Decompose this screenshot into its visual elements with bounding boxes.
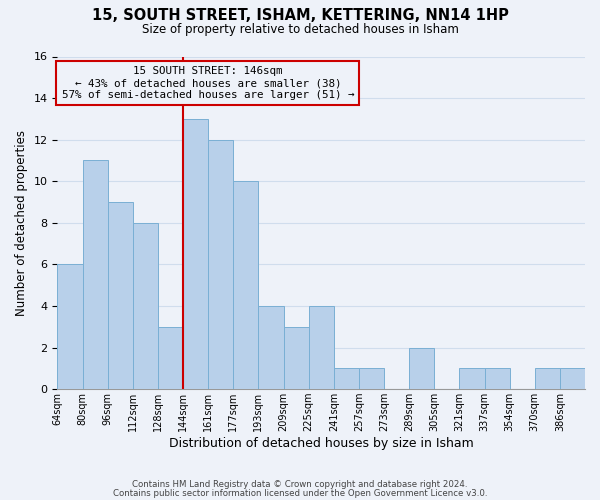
Bar: [460, 368, 485, 389]
Bar: [259, 306, 284, 389]
Bar: [409, 348, 434, 389]
Bar: [183, 119, 208, 389]
Bar: [308, 306, 334, 389]
Y-axis label: Number of detached properties: Number of detached properties: [15, 130, 28, 316]
Bar: [334, 368, 359, 389]
Bar: [535, 368, 560, 389]
Bar: [359, 368, 384, 389]
Bar: [284, 327, 308, 389]
Text: Contains public sector information licensed under the Open Government Licence v3: Contains public sector information licen…: [113, 489, 487, 498]
Bar: [83, 160, 107, 389]
Text: 15 SOUTH STREET: 146sqm
← 43% of detached houses are smaller (38)
57% of semi-de: 15 SOUTH STREET: 146sqm ← 43% of detache…: [62, 66, 354, 100]
Bar: [58, 264, 83, 389]
Bar: [208, 140, 233, 389]
Bar: [560, 368, 585, 389]
Bar: [158, 327, 183, 389]
Bar: [233, 181, 259, 389]
Text: 15, SOUTH STREET, ISHAM, KETTERING, NN14 1HP: 15, SOUTH STREET, ISHAM, KETTERING, NN14…: [92, 8, 508, 22]
Text: Contains HM Land Registry data © Crown copyright and database right 2024.: Contains HM Land Registry data © Crown c…: [132, 480, 468, 489]
Bar: [107, 202, 133, 389]
Bar: [133, 223, 158, 389]
X-axis label: Distribution of detached houses by size in Isham: Distribution of detached houses by size …: [169, 437, 473, 450]
Bar: [485, 368, 509, 389]
Text: Size of property relative to detached houses in Isham: Size of property relative to detached ho…: [142, 22, 458, 36]
